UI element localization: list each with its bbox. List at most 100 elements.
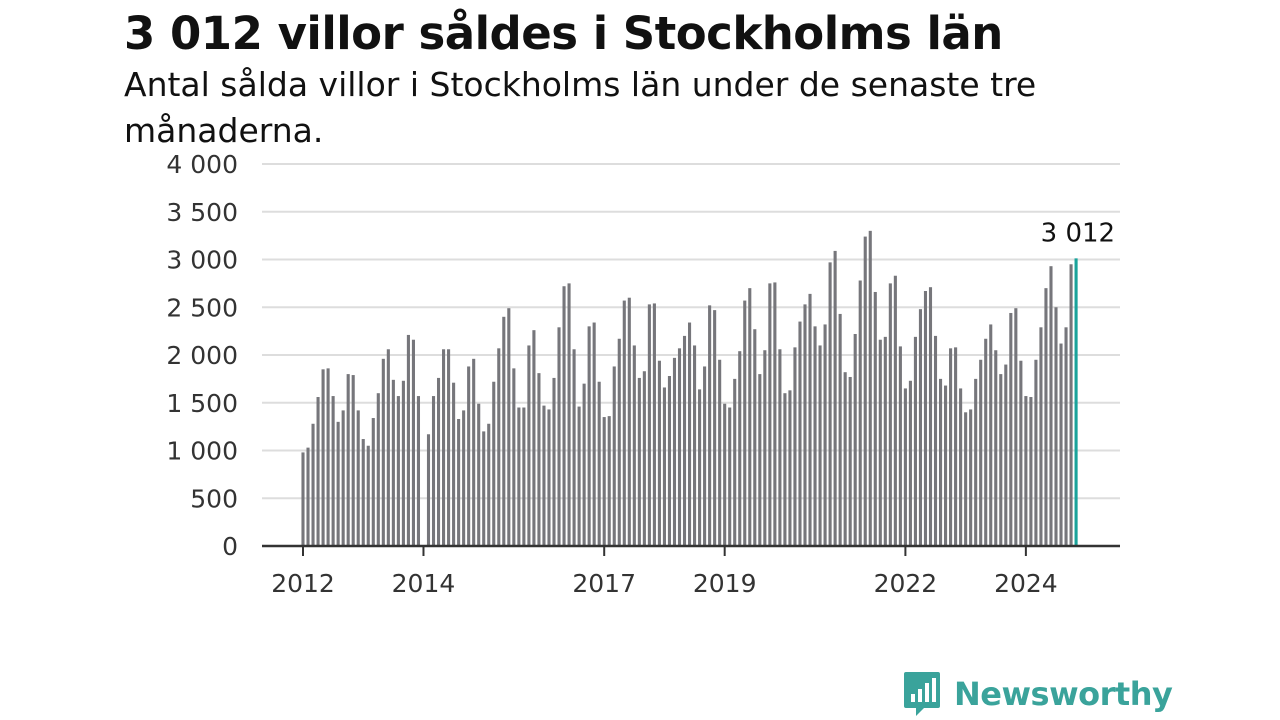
bar <box>1049 266 1053 546</box>
bar <box>482 431 486 546</box>
bar <box>954 347 958 546</box>
bar <box>662 387 666 546</box>
bar <box>447 349 451 546</box>
bar <box>687 322 692 546</box>
bar <box>467 366 471 546</box>
bar <box>562 286 566 546</box>
bar <box>607 416 611 546</box>
bar <box>918 309 923 546</box>
bar <box>863 236 867 546</box>
bar <box>366 445 370 546</box>
bar <box>984 338 988 546</box>
bar <box>321 369 325 546</box>
bar <box>933 335 938 546</box>
bar <box>667 376 672 546</box>
bar <box>472 358 476 546</box>
bar <box>708 305 712 546</box>
bar <box>647 304 651 546</box>
bar <box>1024 396 1028 546</box>
bar <box>878 339 882 546</box>
bar <box>587 326 591 546</box>
bar <box>994 350 998 546</box>
x-tick-label: 2017 <box>572 569 636 598</box>
chart-subtitle: Antal sålda villor i Stockholms län unde… <box>124 65 1037 150</box>
bar <box>622 300 626 546</box>
bar <box>723 403 727 546</box>
y-tick-label: 4 000 <box>166 150 238 179</box>
bar <box>1004 364 1008 546</box>
bar <box>1059 343 1063 546</box>
bar <box>748 288 752 546</box>
x-tick-label: 2014 <box>392 569 456 598</box>
bar <box>758 374 762 546</box>
bar <box>411 339 415 546</box>
bar <box>346 374 350 546</box>
bar <box>733 378 737 547</box>
bar <box>858 280 862 546</box>
bar <box>763 350 767 546</box>
bar <box>522 407 526 546</box>
x-tick-label: 2022 <box>874 569 938 598</box>
bar <box>738 351 742 546</box>
bar <box>813 326 817 546</box>
bar <box>959 388 963 546</box>
bar <box>974 378 978 547</box>
bar <box>477 403 481 546</box>
bar <box>893 275 897 546</box>
bar <box>557 327 561 546</box>
bar <box>693 345 697 546</box>
bar <box>306 447 310 546</box>
bar <box>798 321 802 546</box>
bar <box>391 379 395 546</box>
bar <box>431 396 436 546</box>
bar <box>898 346 902 546</box>
y-tick-label: 1 500 <box>166 389 238 418</box>
bar <box>868 230 872 546</box>
bar <box>577 406 581 546</box>
bar <box>913 336 917 546</box>
bar <box>949 348 953 546</box>
bar <box>331 396 335 546</box>
bar <box>888 283 892 547</box>
bar <box>883 336 887 546</box>
bar <box>426 434 431 546</box>
bar <box>457 418 461 546</box>
bar <box>713 310 717 546</box>
bar <box>532 330 536 546</box>
bar <box>311 423 315 546</box>
bar <box>361 439 365 546</box>
bar <box>743 300 747 546</box>
y-tick-label: 500 <box>190 484 238 513</box>
bar <box>838 313 842 546</box>
bar <box>351 375 355 546</box>
bar <box>517 407 521 546</box>
bar <box>803 304 807 546</box>
bar <box>979 359 983 546</box>
bar <box>597 381 601 546</box>
bar <box>436 377 441 546</box>
bar <box>497 348 501 546</box>
bar <box>843 372 847 546</box>
bar <box>552 377 556 546</box>
x-axis-labels: 2012 2014 2017 2019 2022 2024 <box>271 546 1058 598</box>
bar <box>462 410 466 546</box>
bar <box>336 421 340 546</box>
brand-logo: Newsworthy <box>902 670 1173 718</box>
bar <box>698 389 702 546</box>
bar <box>537 373 541 546</box>
newsworthy-logo-icon <box>904 672 940 716</box>
bar <box>542 405 546 546</box>
bar <box>793 347 797 546</box>
bar <box>999 374 1003 546</box>
bar <box>492 381 496 546</box>
bar <box>637 377 641 546</box>
bar <box>487 423 491 546</box>
bar <box>1019 360 1023 546</box>
bar <box>356 410 360 546</box>
bar <box>778 349 782 546</box>
bar <box>823 324 827 546</box>
bar <box>632 345 636 546</box>
bar <box>903 388 907 546</box>
bar <box>718 359 722 546</box>
bar <box>371 418 375 546</box>
